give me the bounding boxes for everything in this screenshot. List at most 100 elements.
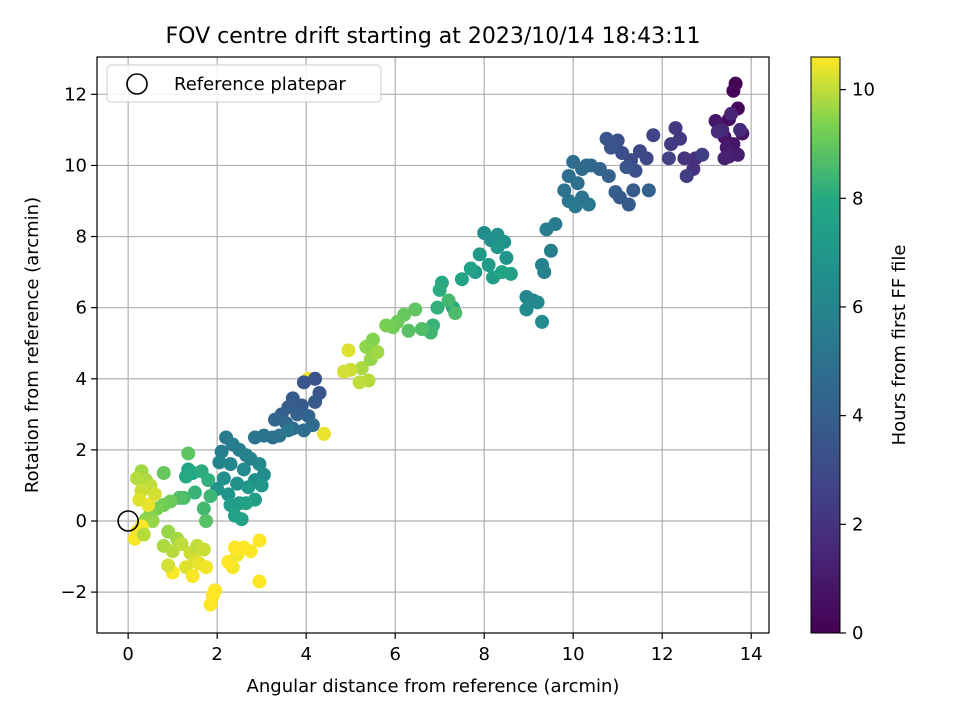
data-point <box>196 501 211 516</box>
data-point <box>156 466 171 480</box>
colorbar-gradient <box>810 56 841 634</box>
legend-box <box>106 64 382 103</box>
data-point <box>664 137 679 152</box>
colorbar-tick-label: 4 <box>852 406 863 427</box>
y-tick-label: 4 <box>76 369 87 390</box>
data-point <box>212 455 227 470</box>
data-point <box>519 302 534 317</box>
x-tick-label: 0 <box>122 644 133 665</box>
data-point <box>530 295 545 310</box>
data-point <box>199 560 214 575</box>
data-point <box>535 314 550 329</box>
data-point <box>441 293 456 308</box>
data-point <box>316 426 331 441</box>
data-point <box>185 569 200 584</box>
colorbar-tick-label: 0 <box>852 623 863 644</box>
data-point <box>448 306 463 320</box>
y-axis: −2 0 2 4 6 8 10 12 <box>60 84 97 603</box>
data-point <box>141 498 156 512</box>
data-point <box>234 512 249 527</box>
data-point <box>370 345 385 360</box>
data-point <box>626 183 641 198</box>
y-tick-label: −2 <box>60 582 87 603</box>
data-point <box>268 412 283 427</box>
data-point <box>223 498 238 512</box>
data-point <box>239 496 254 511</box>
data-point <box>710 124 725 139</box>
data-point <box>196 542 211 557</box>
data-point <box>130 471 145 486</box>
y-axis-label: Rotation from reference (arcmin) <box>22 197 43 493</box>
data-point <box>207 583 222 598</box>
data-point <box>290 407 305 422</box>
data-point <box>568 199 583 214</box>
data-point <box>179 469 194 484</box>
data-point <box>679 169 694 184</box>
data-point <box>726 83 741 98</box>
data-point <box>581 197 596 212</box>
colorbar-tick-label: 8 <box>852 188 863 209</box>
data-point <box>494 265 509 280</box>
reference-marker-layer <box>117 510 139 532</box>
data-point <box>216 471 231 486</box>
data-point <box>539 222 554 237</box>
data-point <box>615 146 630 160</box>
reference-platepar-marker <box>117 510 139 532</box>
y-tick-label: 12 <box>64 84 87 105</box>
data-point <box>308 371 323 386</box>
y-tick-label: 6 <box>76 298 87 319</box>
x-tick-label: 14 <box>740 644 763 665</box>
legend-entry-label: Reference platepar <box>174 74 346 95</box>
data-point <box>619 160 634 175</box>
data-point <box>136 527 151 542</box>
x-axis: 0 2 4 6 8 10 12 14 <box>122 633 763 665</box>
y-tick-label: 2 <box>76 440 87 461</box>
data-point <box>174 537 189 552</box>
data-point <box>490 240 505 255</box>
data-point <box>359 339 374 354</box>
data-point <box>724 106 739 121</box>
data-point <box>214 444 229 459</box>
x-tick-label: 12 <box>651 644 674 665</box>
colorbar-tick-label: 2 <box>852 514 863 535</box>
data-point <box>408 302 423 317</box>
data-point <box>543 243 558 258</box>
legend-open-circle-marker <box>126 73 148 95</box>
data-point <box>379 318 394 333</box>
x-tick-label: 10 <box>562 644 585 665</box>
data-point <box>252 533 267 548</box>
data-point <box>296 375 311 390</box>
data-point <box>308 394 323 409</box>
data-point <box>599 131 614 146</box>
data-point <box>557 183 572 198</box>
data-point <box>243 544 258 559</box>
data-point <box>147 487 162 502</box>
colorbar-tick-label: 6 <box>852 297 863 318</box>
colorbar-ticks: 0 2 4 6 8 10 <box>840 80 875 644</box>
data-point <box>430 300 445 315</box>
colorbar-label: Hours from first FF file <box>889 245 910 446</box>
x-tick-label: 4 <box>300 644 311 665</box>
y-tick-label: 0 <box>76 511 87 532</box>
data-point <box>401 323 416 338</box>
plot-area-frame <box>96 56 770 634</box>
data-point <box>641 183 656 198</box>
data-point <box>181 446 196 461</box>
data-point <box>677 151 692 166</box>
data-point <box>454 272 469 287</box>
data-point <box>247 430 262 445</box>
data-point <box>296 423 311 438</box>
data-point <box>281 423 296 438</box>
data-point <box>717 151 732 166</box>
x-tick-label: 2 <box>211 644 222 665</box>
data-point <box>566 154 581 169</box>
data-point <box>203 597 218 612</box>
data-point <box>463 261 478 276</box>
data-point <box>161 558 176 573</box>
data-point <box>632 144 647 159</box>
y-tick-label: 10 <box>64 155 87 176</box>
data-point <box>201 473 216 488</box>
data-point <box>254 478 269 493</box>
data-point <box>668 121 683 136</box>
